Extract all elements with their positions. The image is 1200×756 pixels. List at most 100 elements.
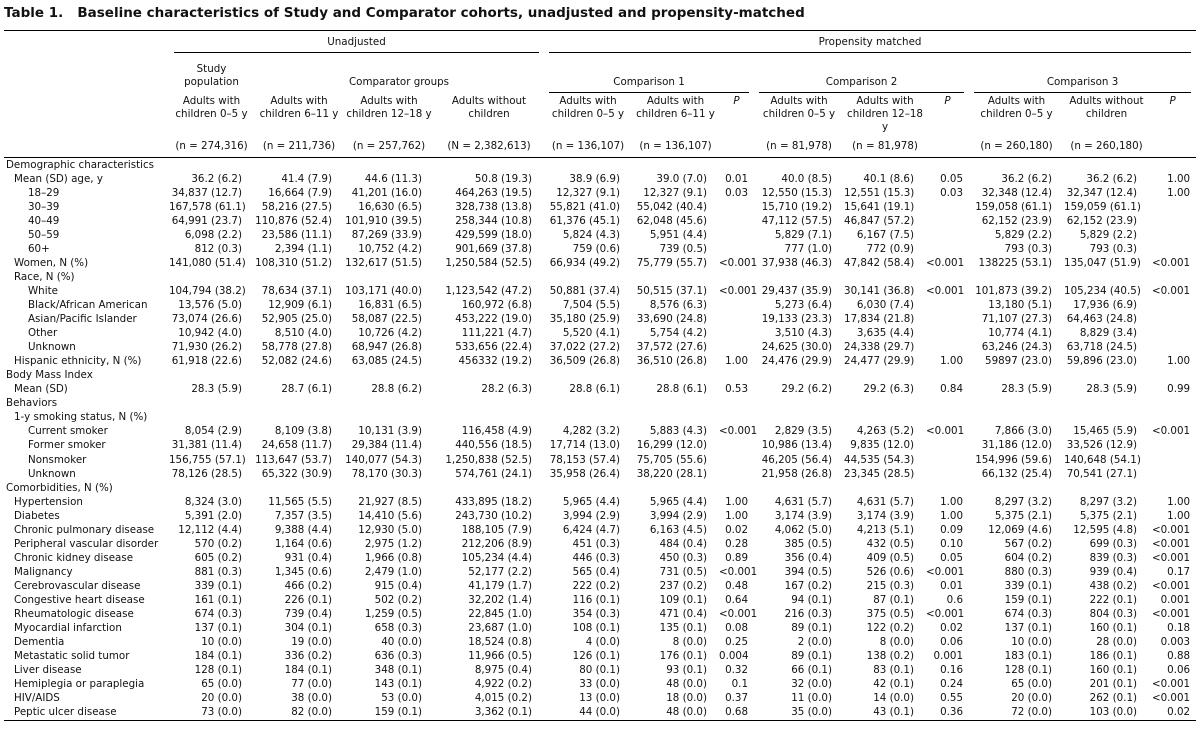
n-row: (n = 274,316) (n = 211,736) (n = 257,762)(…: [4, 135, 1197, 158]
data-row: Rheumatologic disease 674 (0.3) 739 (0.4) 1…: [4, 608, 1196, 622]
data-cell: 772 (0.9): [866, 242, 915, 255]
data-cell: 59,896 (23.0): [1066, 355, 1138, 368]
empty-cell: [754, 411, 844, 425]
data-cell: 471 (0.4): [659, 608, 708, 621]
empty-cell: [169, 270, 254, 284]
data-cell: 6,030 (7.4): [856, 298, 915, 311]
data-cell: 37,022 (27.2): [549, 341, 621, 354]
data-row: Mean (SD) 28.3 (5.9) 28.7 (6.1) 28.8 (6.2) 2…: [4, 383, 1196, 397]
data-cell: 44.6 (11.3): [364, 172, 422, 185]
data-cell: 17,834 (21.8): [844, 313, 915, 326]
data-cell: 101,873 (39.2): [975, 284, 1053, 297]
data-cell: 36.2 (6.2): [191, 172, 242, 185]
data-cell: 8,576 (6.3): [649, 298, 708, 311]
data-cell: 167,578 (61.1): [169, 200, 246, 213]
section-title: Behaviors: [6, 397, 58, 410]
data-cell: 574,761 (24.1): [455, 467, 533, 480]
data-cell: 35,958 (26.4): [549, 467, 621, 480]
data-cell: 3,174 (3.9): [856, 509, 915, 522]
data-cell: 93 (0.1): [666, 664, 708, 677]
data-cell: 75,705 (55.6): [636, 453, 708, 466]
data-cell: 61,918 (22.6): [171, 355, 242, 368]
p-value: 0.84: [940, 383, 964, 396]
row-label: Mean (SD): [14, 383, 68, 396]
data-cell: 5,520 (4.1): [562, 327, 621, 340]
data-cell: 2,479 (1.0): [364, 565, 422, 578]
empty-cell: [719, 327, 754, 341]
empty-cell: [344, 270, 434, 284]
data-cell: 5,829 (7.1): [774, 228, 833, 241]
data-cell: 89 (0.1): [791, 650, 833, 663]
data-cell: 4,213 (5.1): [856, 523, 915, 536]
data-cell: 565 (0.4): [572, 565, 621, 578]
data-cell: 103,171 (40.0): [345, 284, 422, 297]
p-value: 0.001: [933, 650, 964, 663]
data-cell: 37,938 (46.3): [761, 256, 833, 269]
empty-cell: [844, 270, 926, 284]
data-cell: 674 (0.3): [194, 608, 242, 621]
data-cell: 35 (0.0): [754, 705, 845, 721]
data-cell: 5,375 (2.1): [994, 509, 1053, 522]
empty-cell: [1149, 228, 1196, 242]
data-cell: 36.2 (6.2): [1086, 172, 1138, 185]
row-label: Diabetes: [14, 509, 60, 522]
data-cell: 7,504 (5.5): [562, 298, 621, 311]
row-label: Hypertension: [14, 495, 83, 508]
data-cell: 28.8 (6.2): [371, 383, 422, 396]
data-cell: 33,690 (24.8): [636, 313, 708, 326]
data-cell: 636 (0.3): [374, 650, 422, 663]
data-cell: 11 (0.0): [791, 692, 833, 705]
data-cell: 8,829 (3.4): [1079, 327, 1138, 340]
data-cell: 28.8 (6.1): [656, 383, 708, 396]
data-cell: 739 (0.4): [284, 608, 332, 621]
data-cell: 40 (0.0): [381, 636, 422, 649]
p-value: 0.08: [725, 622, 749, 635]
empty-cell: [926, 242, 969, 256]
data-cell: 72 (0.0): [969, 705, 1065, 721]
data-cell: 6,424 (4.7): [562, 523, 621, 536]
data-cell: 78,126 (28.5): [171, 467, 242, 480]
p-value: 0.10: [940, 537, 964, 550]
data-cell: 161 (0.1): [194, 593, 242, 606]
p-value: 0.28: [725, 537, 749, 550]
data-cell: 5,273 (6.4): [774, 298, 833, 311]
empty-cell: [926, 298, 969, 312]
data-cell: 55,821 (41.0): [549, 200, 621, 213]
row-label: 50–59: [28, 228, 60, 241]
data-cell: 16,299 (12.0): [636, 439, 708, 452]
data-cell: 429,599 (18.0): [455, 228, 533, 241]
section-row: Body Mass Index: [4, 369, 1196, 383]
data-cell: 122 (0.2): [866, 622, 915, 635]
data-cell: 64,463 (24.8): [1066, 313, 1138, 326]
data-row: Black/African American 13,576 (5.0) 12,909…: [4, 298, 1196, 312]
data-cell: 47,112 (57.5): [761, 214, 833, 227]
data-cell: 1,250,838 (52.5): [445, 453, 533, 466]
data-cell: 10,986 (13.4): [761, 439, 833, 452]
group-header: Propensity matched: [544, 31, 1197, 53]
n-count: (n = 81,978): [844, 135, 927, 158]
data-cell: 21,927 (8.5): [358, 495, 422, 508]
empty-cell: [719, 439, 754, 453]
data-cell: 28.3 (5.9): [191, 383, 242, 396]
table-title: Table 1. Baseline characteristics of Stu…: [4, 4, 1196, 31]
empty-cell: [1149, 135, 1197, 158]
data-cell: 793 (0.3): [1089, 242, 1138, 255]
table-container: Table 1. Baseline characteristics of Stu…: [4, 4, 1197, 721]
data-row: HIV/AIDS 20 (0.0) 38 (0.0) 53 (0.0) 4,015 (0…: [4, 692, 1196, 706]
data-row: Peripheral vascular disorder 570 (0.2) 1,1…: [4, 537, 1196, 551]
p-value: 0.24: [940, 678, 964, 691]
row-label: 18–29: [28, 186, 60, 199]
data-row: Nonsmoker 156,755 (57.1) 113,647 (53.7) 140…: [4, 453, 1196, 467]
data-cell: 137 (0.1): [1004, 622, 1053, 635]
p-value: 0.48: [725, 579, 749, 592]
row-label: Asian/Pacific Islander: [28, 313, 137, 326]
data-row: Peptic ulcer disease 73 (0.0) 82 (0.0) 159 …: [4, 705, 1197, 721]
empty-cell: [1064, 411, 1149, 425]
data-cell: 4,631 (5.7): [856, 495, 915, 508]
empty-cell: [926, 228, 969, 242]
data-cell: 216 (0.3): [784, 608, 833, 621]
data-cell: 4,015 (0.2): [474, 692, 533, 705]
data-cell: 16,630 (6.5): [358, 200, 422, 213]
data-row: Hypertension 8,324 (3.0) 11,565 (5.5) 21,92…: [4, 495, 1196, 509]
row-label: Hispanic ethnicity, N (%): [14, 355, 142, 368]
